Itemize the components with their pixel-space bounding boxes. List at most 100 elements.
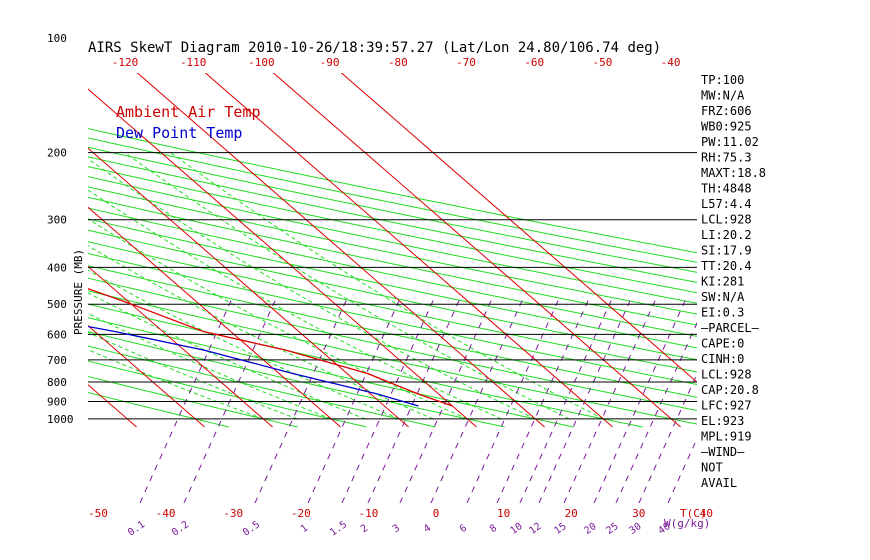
bottom-temp-tick-label: 10 <box>497 507 510 520</box>
index-label: EL:923 <box>701 414 744 428</box>
mixing-ratio-tick-label: 2 <box>359 523 370 535</box>
index-label: CAPE:0 <box>701 337 744 351</box>
moist-adiabat-line <box>88 189 502 420</box>
bottom-temp-tick-label: 0 <box>433 507 440 520</box>
index-label: MW:N/A <box>701 89 745 103</box>
index-label: LCL:928 <box>701 213 752 227</box>
index-label: MPL:919 <box>701 430 752 444</box>
index-label: TH:4848 <box>701 182 752 196</box>
ambient-air-temp-line <box>88 288 453 407</box>
bottom-temp-tick-label: -30 <box>223 507 243 520</box>
index-label: NOT <box>701 461 723 475</box>
isotherm-line <box>88 147 409 428</box>
mixing-ratio-tick-label: 12 <box>527 521 543 537</box>
chart-title: AIRS SkewT Diagram 2010-10-26/18:39:57.2… <box>88 40 661 56</box>
bottom-temp-tick-label: -10 <box>358 507 378 520</box>
index-label: PW:11.02 <box>701 135 759 149</box>
mixing-ratio-tick-label: 0.2 <box>170 519 191 538</box>
top-temp-tick-label: -90 <box>320 56 340 69</box>
bottom-temp-tick-label: 30 <box>632 507 645 520</box>
pressure-tick-label: 300 <box>47 214 67 227</box>
mixing-ratio-tick-label: 1 <box>299 523 310 535</box>
top-temp-tick-label: -120 <box>112 56 139 69</box>
bottom-temp-ticks: -50 -40 -30 -20 -10 0 10 20 30 40 <box>88 507 713 520</box>
dry-adiabat-line <box>88 253 697 385</box>
index-label: CAP:20.8 <box>701 383 759 397</box>
dry-adiabat-line <box>88 345 436 428</box>
dry-adiabat-line <box>88 241 697 373</box>
index-label: —WIND— <box>701 445 745 459</box>
index-label: CINH:0 <box>701 352 744 366</box>
bottom-temp-tick-label: -20 <box>291 507 311 520</box>
dry-adiabat-line <box>88 196 697 326</box>
dry-adiabat-line <box>88 146 697 273</box>
mixing-ratio-tick-label: 4 <box>422 523 433 535</box>
moist-adiabats <box>88 152 604 420</box>
legend-air-temp: Ambient Air Temp <box>116 103 261 121</box>
mixing-ratio-tick-label: 3 <box>391 523 402 535</box>
index-label: TT:20.4 <box>701 259 752 273</box>
profiles <box>88 288 453 407</box>
isobars <box>88 152 697 420</box>
isotherm-line <box>204 73 613 428</box>
mixing-ratio-tick-label: 10 <box>508 521 524 537</box>
index-label: L57:4.4 <box>701 197 752 211</box>
dry-adiabat-line <box>88 229 697 361</box>
index-label: SW:N/A <box>701 290 745 304</box>
isotherm-line <box>88 265 273 428</box>
dew-point-temp-line <box>88 325 419 407</box>
dry-adiabat-line <box>88 317 574 428</box>
top-temp-tick-label: -40 <box>661 56 681 69</box>
index-label: TP:100 <box>701 73 744 87</box>
pressure-ticks: 100 200 300 400 500 600 700 800 900 1000 <box>47 32 74 426</box>
index-label: WB0:925 <box>701 120 752 134</box>
index-label: —PARCEL— <box>701 321 760 335</box>
dry-adiabat-line <box>88 375 298 428</box>
index-label: EI:0.3 <box>701 306 744 320</box>
dry-adiabat-line <box>88 137 697 263</box>
index-label: KI:281 <box>701 275 744 289</box>
isotherm-line <box>88 384 137 428</box>
mixing-ratio-line <box>667 437 697 503</box>
top-temp-tick-label: -70 <box>456 56 476 69</box>
moist-adiabat-line <box>124 152 570 420</box>
dry-adiabat-line <box>88 218 697 349</box>
top-temp-tick-label: -100 <box>248 56 275 69</box>
isotherm-line <box>88 324 205 428</box>
index-label: FRZ:606 <box>701 104 752 118</box>
index-label: SI:17.9 <box>701 244 752 258</box>
mixing-ratio-tick-label: 1.5 <box>328 519 349 538</box>
isotherms <box>0 38 697 428</box>
mixing-ratio-tick-label: 25 <box>604 521 620 537</box>
top-temp-tick-label: -50 <box>592 56 612 69</box>
mix-unit-label: W(g/kg) <box>664 517 710 530</box>
mixing-ratio-tick-label: 20 <box>582 521 598 537</box>
mixing-ratio-tick-label: 6 <box>458 523 469 535</box>
dry-adiabat-line <box>88 391 229 428</box>
index-label: LI:20.2 <box>701 228 752 242</box>
dry-adiabat-line <box>88 128 697 254</box>
index-label: LCL:928 <box>701 368 752 382</box>
bottom-temp-tick-label: 40 <box>700 507 713 520</box>
dry-adiabat-line <box>88 166 697 294</box>
mixing-ratio-tick-label: 15 <box>552 521 568 537</box>
dry-adiabat-line <box>88 303 643 428</box>
top-temp-tick-label: -80 <box>388 56 408 69</box>
y-axis-label: PRESSURE (MB) <box>72 249 85 335</box>
pressure-tick-label: 800 <box>47 376 67 389</box>
isotherm-line <box>0 38 1 427</box>
pressure-tick-label: 500 <box>47 298 67 311</box>
pressure-tick-label: 1000 <box>47 413 74 426</box>
pressure-tick-label: 200 <box>47 147 67 160</box>
bottom-temp-tick-label: -50 <box>88 507 108 520</box>
pressure-tick-label: 400 <box>47 261 67 274</box>
isotherm-line <box>340 73 697 383</box>
isotherm-line <box>272 73 681 428</box>
grid-lines <box>0 38 697 503</box>
moist-adiabat-line <box>88 245 434 420</box>
isotherm-line <box>0 38 69 427</box>
isotherm-line <box>88 206 341 428</box>
pressure-tick-label: 900 <box>47 395 67 408</box>
mixing-ratio-ticks: 0.1 0.2 0.5 1 1.5 2 3 4 6 8 10 12 15 20 25 30 40 <box>126 519 673 538</box>
index-label: AVAIL <box>701 476 737 490</box>
